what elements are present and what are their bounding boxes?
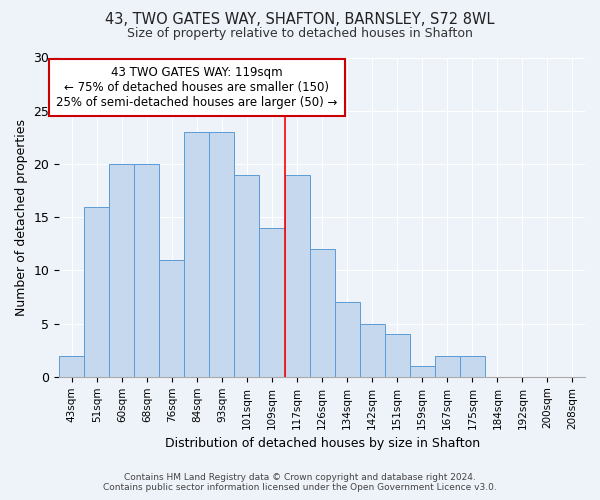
Bar [134, 164, 160, 377]
Bar [284, 174, 310, 377]
Bar [59, 356, 84, 377]
Text: 43 TWO GATES WAY: 119sqm
← 75% of detached houses are smaller (150)
25% of semi-: 43 TWO GATES WAY: 119sqm ← 75% of detach… [56, 66, 338, 109]
X-axis label: Distribution of detached houses by size in Shafton: Distribution of detached houses by size … [164, 437, 479, 450]
Bar [359, 324, 385, 377]
Bar [235, 174, 259, 377]
Bar [184, 132, 209, 377]
Bar [84, 206, 109, 377]
Bar [310, 249, 335, 377]
Bar [160, 260, 184, 377]
Text: Size of property relative to detached houses in Shafton: Size of property relative to detached ho… [127, 28, 473, 40]
Text: 43, TWO GATES WAY, SHAFTON, BARNSLEY, S72 8WL: 43, TWO GATES WAY, SHAFTON, BARNSLEY, S7… [105, 12, 495, 28]
Bar [385, 334, 410, 377]
Bar [435, 356, 460, 377]
Bar [109, 164, 134, 377]
Y-axis label: Number of detached properties: Number of detached properties [15, 118, 28, 316]
Text: Contains HM Land Registry data © Crown copyright and database right 2024.
Contai: Contains HM Land Registry data © Crown c… [103, 473, 497, 492]
Bar [460, 356, 485, 377]
Bar [209, 132, 235, 377]
Bar [335, 302, 359, 377]
Bar [259, 228, 284, 377]
Bar [410, 366, 435, 377]
